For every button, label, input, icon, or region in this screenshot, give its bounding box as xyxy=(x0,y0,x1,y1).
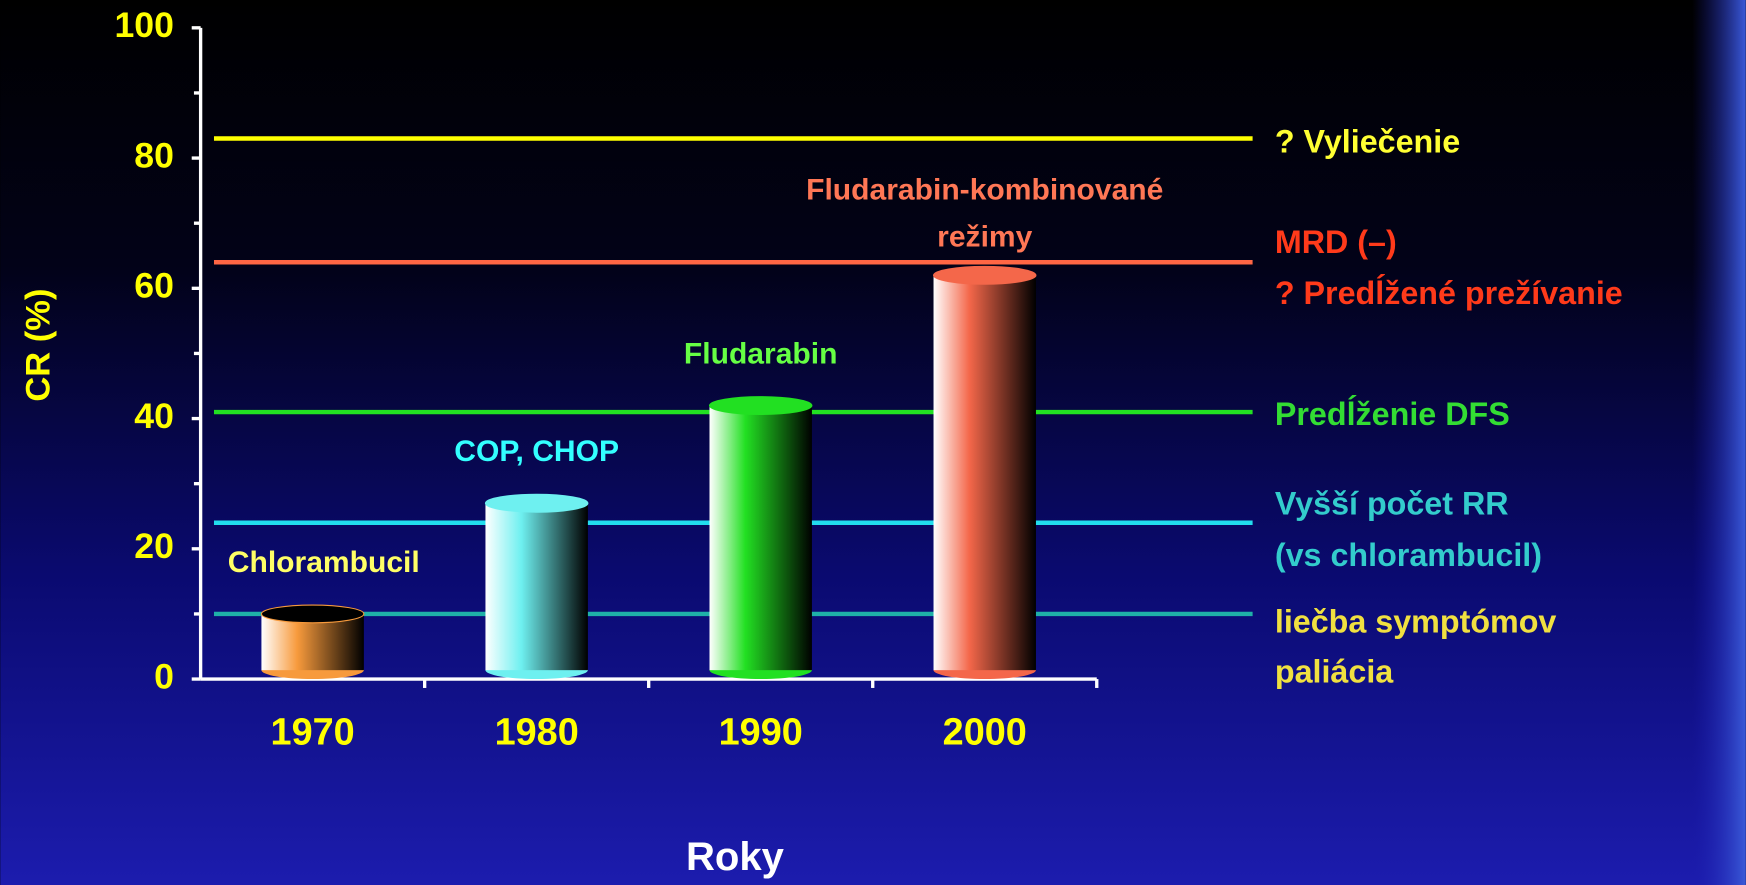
y-tick-label: 20 xyxy=(134,526,174,566)
bar-label: Fludarabin xyxy=(684,337,838,370)
bar-top xyxy=(932,265,1037,285)
reference-label: MRD (–) xyxy=(1275,224,1397,260)
bar-top xyxy=(260,604,365,624)
x-axis-label: Roky xyxy=(686,835,785,879)
bar xyxy=(485,503,588,671)
x-tick-label: 1980 xyxy=(495,712,579,754)
y-tick-label: 60 xyxy=(134,266,174,306)
bar-top xyxy=(708,396,813,416)
reference-label: (vs chlorambucil) xyxy=(1275,537,1542,573)
x-tick-label: 1990 xyxy=(719,712,803,754)
reference-label: ? Vyliečenie xyxy=(1275,124,1460,160)
y-axis-label: CR (%) xyxy=(19,289,57,402)
background-strip xyxy=(1692,0,1746,885)
bar-label: Fludarabin-kombinované xyxy=(806,174,1163,207)
reference-label: Vyšší počet RR xyxy=(1275,486,1509,522)
reference-label: paliácia xyxy=(1275,654,1394,690)
bar-label: COP, CHOP xyxy=(454,435,619,468)
bar xyxy=(933,275,1036,671)
y-tick-label: 40 xyxy=(134,396,174,436)
bar xyxy=(709,405,812,671)
y-tick-label: 0 xyxy=(154,656,174,696)
reference-label: ? Predĺžené prežívanie xyxy=(1275,275,1623,311)
reference-label: liečba symptómov xyxy=(1275,603,1557,639)
x-tick-label: 1970 xyxy=(271,712,355,754)
bar-label: Chlorambucil xyxy=(228,546,420,579)
bar-label: režimy xyxy=(937,220,1032,253)
x-tick-label: 2000 xyxy=(943,712,1027,754)
bar-top xyxy=(484,493,589,513)
y-tick-label: 80 xyxy=(134,135,174,175)
y-tick-label: 100 xyxy=(114,5,173,45)
reference-label: Predĺženie DFS xyxy=(1275,396,1510,432)
